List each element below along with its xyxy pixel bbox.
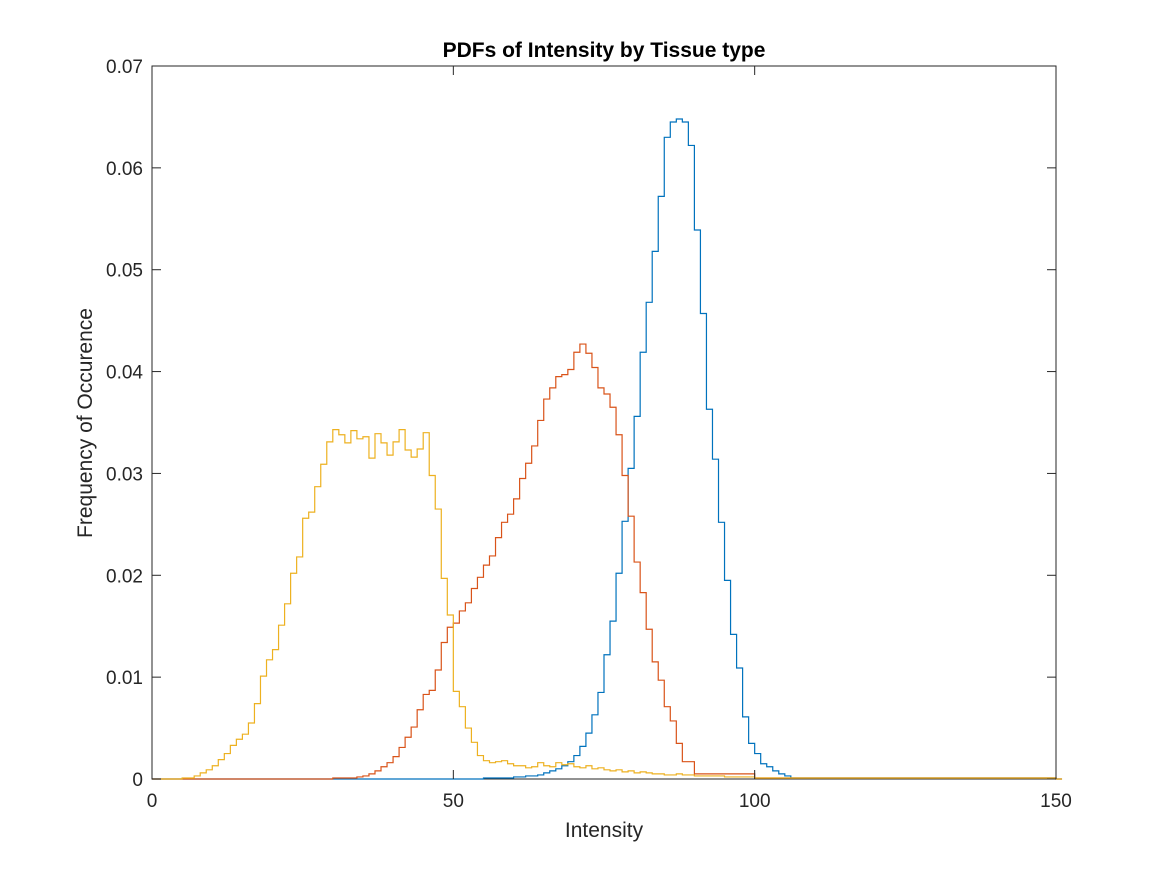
series-3-histogram-line <box>152 429 1063 780</box>
series-layer <box>152 118 1063 780</box>
y-axis-label: Frequency of Occurence <box>74 308 97 538</box>
x-axis-label: Intensity <box>565 819 644 842</box>
y-tick-label: 0.03 <box>106 464 143 485</box>
y-tick-label: 0.06 <box>106 159 143 180</box>
x-tick-label: 50 <box>443 791 464 812</box>
series-2-histogram-line <box>152 343 1063 780</box>
y-tick-label: 0.05 <box>106 261 143 282</box>
x-tick-label: 100 <box>739 791 771 812</box>
tick-layer: 0 50 100 150 0 0.01 0.02 0.03 0.04 0.05 0.06 0.07 <box>106 57 1072 812</box>
y-tick-label: 0 <box>132 770 143 791</box>
series-1-histogram-line <box>152 118 1063 780</box>
y-tick-label: 0.07 <box>106 57 143 78</box>
y-tick-label: 0.04 <box>106 363 143 384</box>
y-tick-label: 0.01 <box>106 668 143 689</box>
x-tick-label: 150 <box>1040 791 1072 812</box>
chart-title: PDFs of Intensity by Tissue type <box>443 39 766 62</box>
y-tick-label: 0.02 <box>106 566 143 587</box>
x-tick-label: 0 <box>147 791 158 812</box>
plot-area: 0 50 100 150 0 0.01 0.02 0.03 0.04 0.05 0.06 0.07 <box>106 57 1072 812</box>
